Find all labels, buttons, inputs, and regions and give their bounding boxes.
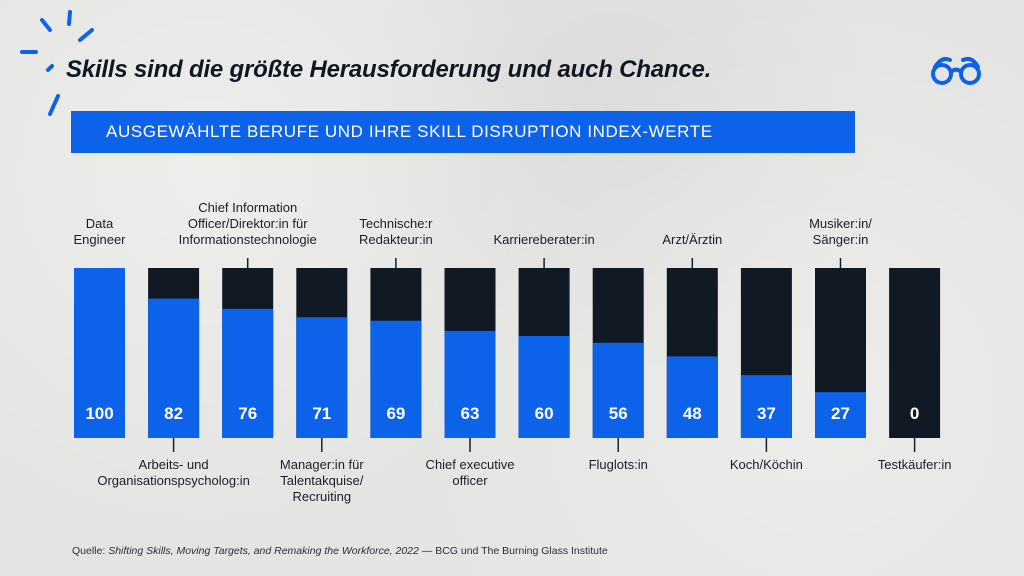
bar [518, 336, 570, 438]
bar [370, 320, 422, 438]
bar [296, 317, 348, 438]
bar [444, 330, 496, 438]
category-label-line: Testkäufer:in [877, 457, 952, 472]
bar [148, 298, 200, 438]
category-label-line: Musiker:in/ [809, 216, 872, 231]
category-label-line: Engineer [73, 232, 126, 247]
glasses-icon [931, 56, 981, 85]
source-suffix: — BCG und The Burning Glass Institute [418, 545, 608, 557]
chart-subtitle-banner: AUSGEWÄHLTE BERUFE UND IHRE SKILL DISRUP… [71, 111, 855, 153]
category-label: Chief Information Officer/Direktor:in für… [179, 200, 317, 248]
category-label-line: Technische:r [359, 216, 433, 231]
bar-remainder [889, 268, 941, 438]
bar-value-label: 71 [312, 404, 331, 423]
bar-value-label: 37 [757, 404, 776, 423]
category-label-line: Chief Information [198, 200, 298, 215]
category-label-line: Arbeits- und [138, 457, 209, 472]
bar-value-label: 0 [910, 404, 919, 423]
bar-value-label: 63 [461, 404, 480, 423]
bar-value-label: 76 [238, 404, 257, 423]
category-label-line: Officer/Direktor:in für [187, 216, 308, 231]
category-label: Data Engineer [73, 216, 125, 248]
bar-value-label: 100 [85, 404, 113, 423]
category-label-line: Koch/Köchin [729, 457, 803, 472]
category-label-line: Karriereberater:in [493, 232, 595, 247]
bar-value-label: 60 [535, 404, 554, 423]
category-label: Musiker:in/Sänger:in [809, 216, 872, 248]
category-label-line: Data [85, 216, 114, 231]
bar-value-label: 27 [831, 404, 850, 423]
bar-value-label: 69 [386, 404, 405, 423]
bar [592, 342, 644, 438]
category-label: Arbeits- und Organisationspsycholog:in [97, 457, 249, 489]
bar-value-label: 48 [683, 404, 702, 423]
category-label: Technische:r Redakteur:in [359, 216, 433, 248]
category-label-line: Fluglots:in [588, 457, 648, 472]
source-prefix: Quelle: [72, 545, 109, 557]
bar [740, 375, 792, 438]
category-label-line: Organisationspsycholog:in [97, 473, 250, 488]
category-label-line: Redakteur:in [359, 232, 433, 247]
category-label: Arzt/Ärztin [662, 232, 722, 248]
bar [222, 308, 274, 438]
category-label: Testkäufer:in [878, 457, 952, 473]
page-title: Skills sind die größte Herausforderung u… [66, 56, 712, 83]
category-label-line: Chief executive [425, 457, 515, 472]
category-label: Koch/Köchin [730, 457, 803, 473]
category-label-line: officer [452, 473, 488, 488]
source-note: Quelle: Shifting Skills, Moving Targets,… [72, 545, 608, 557]
sparkle-rays-icon [20, 10, 94, 116]
bar [815, 392, 866, 438]
bar-value-label: 82 [164, 404, 183, 423]
bar [74, 268, 125, 438]
category-label-line: Recruiting [292, 489, 352, 504]
category-label-line: Sänger:in [812, 232, 869, 247]
category-label: Chief executive officer [426, 457, 515, 489]
category-label-line: Manager:in für [279, 457, 364, 472]
category-label-line: Arzt/Ärztin [662, 232, 723, 247]
category-label-line: Talentakquise/ [280, 473, 364, 488]
source-title: Shifting Skills, Moving Targets, and Rem… [108, 545, 419, 557]
category-label: Fluglots:in [589, 457, 648, 473]
category-label-line: Informationstechnologie [178, 232, 317, 247]
bar [666, 356, 718, 438]
category-label: Karriereberater:in [494, 232, 595, 248]
category-label: Manager:in für Talentakquise/Recruiting [280, 457, 364, 505]
bar-value-label: 56 [609, 404, 628, 423]
